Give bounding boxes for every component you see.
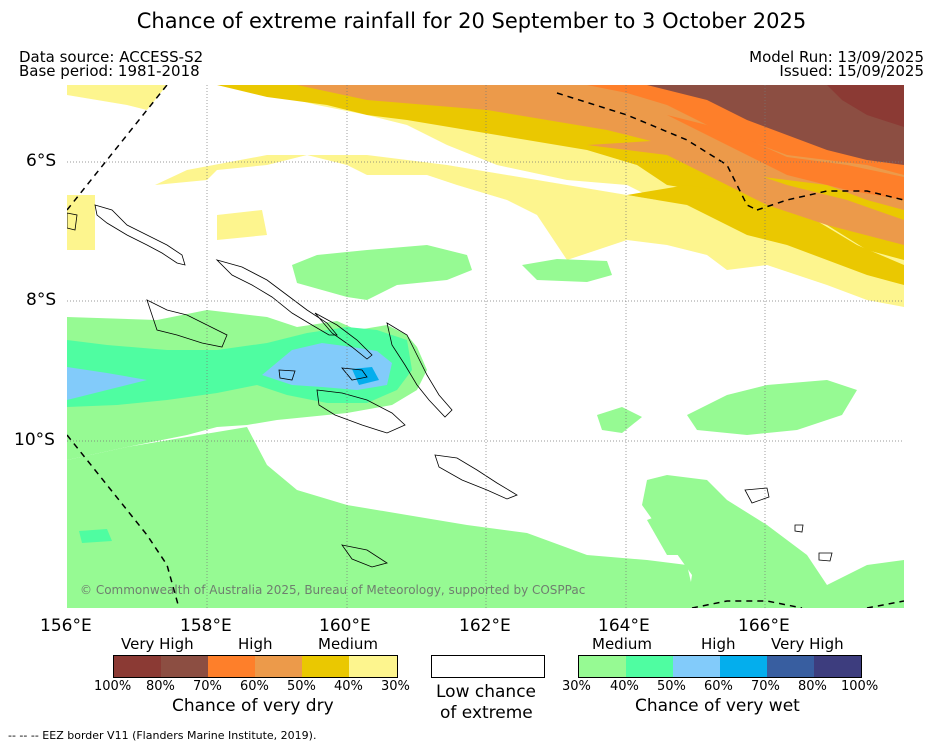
wet-cat-medium: Medium xyxy=(592,635,652,653)
wet-swatch-1 xyxy=(579,656,626,677)
dry-caption: Chance of very dry xyxy=(172,696,334,716)
lat-label-8s: 8°S xyxy=(26,290,57,310)
wet-high-50-region xyxy=(67,367,147,400)
wet-colorbar xyxy=(578,655,862,678)
dry-medium-30-patch-inner xyxy=(217,210,267,240)
dry-medium-30-patch xyxy=(155,155,767,270)
dry-medium-30-patch-left xyxy=(67,195,95,250)
wet-caption: Chance of very wet xyxy=(635,696,800,716)
wet-tick-30: 30% xyxy=(562,679,591,694)
island-rennell xyxy=(341,544,388,568)
lat-label-6s: 6°S xyxy=(26,151,57,171)
wet-tick-100: 100% xyxy=(841,679,879,694)
dry-swatch-2 xyxy=(161,656,208,677)
dry-tick-40: 40% xyxy=(334,679,363,694)
dry-tick-80: 80% xyxy=(146,679,175,694)
wet-medium-30-upper xyxy=(292,245,472,300)
wet-swatch-2 xyxy=(626,656,673,677)
wet-cat-high: High xyxy=(701,635,736,653)
model-run: Model Run: 13/09/2025 xyxy=(749,48,924,66)
island-makira xyxy=(434,454,518,500)
eez-border-note: -- -- -- EEZ border V11 (Flanders Marine… xyxy=(8,729,317,742)
wet-medium-30-lower xyxy=(67,427,697,608)
base-period: Base period: 1981-2018 xyxy=(19,62,200,80)
island-bougainville xyxy=(94,204,186,266)
wet-medium-30-patch-d xyxy=(647,505,737,555)
wet-tick-40: 40% xyxy=(610,679,639,694)
issued-date: Issued: 15/09/2025 xyxy=(779,62,924,80)
dry-high-60-band xyxy=(667,115,904,200)
lon-label-160e: 160°E xyxy=(319,616,371,636)
wet-high-60-region xyxy=(352,367,379,385)
data-source: Data source: ACCESS-S2 xyxy=(19,48,204,66)
wet-medium-40-patch xyxy=(79,529,112,543)
wet-medium-30-patch-a xyxy=(687,380,857,435)
island-choiseul xyxy=(215,259,338,336)
island-guadalcanal xyxy=(316,389,406,434)
graticule xyxy=(67,85,904,608)
low-chance-swatch xyxy=(431,655,545,678)
dry-swatch-6 xyxy=(349,656,397,677)
dry-tick-60: 60% xyxy=(240,679,269,694)
island-shortland xyxy=(67,212,78,231)
wet-swatch-5 xyxy=(767,656,814,677)
dry-tick-50: 50% xyxy=(287,679,316,694)
eez-borders xyxy=(67,85,904,608)
coastlines xyxy=(67,204,833,568)
wet-medium-30-patch-b xyxy=(597,407,642,433)
dry-cat-medium: Medium xyxy=(318,635,378,653)
lat-label-10s: 10°S xyxy=(14,430,55,450)
dry-colorbar xyxy=(113,655,398,678)
island-malaita xyxy=(386,322,453,418)
dry-high-50-band xyxy=(587,140,904,245)
wet-cat-very-high: Very High xyxy=(771,635,844,653)
low-caption-line1: Low chance xyxy=(436,682,536,702)
lon-label-162e: 162°E xyxy=(459,616,511,636)
lon-label-156e: 156°E xyxy=(40,616,92,636)
dry-swatch-3 xyxy=(208,656,255,677)
lon-label-164e: 164°E xyxy=(598,616,650,636)
island-santa-cruz xyxy=(744,487,770,504)
wet-swatch-3 xyxy=(673,656,720,677)
copyright-notice: © Commonwealth of Australia 2025, Bureau… xyxy=(80,583,586,597)
dry-very-high-70-region xyxy=(647,85,904,165)
low-caption-line2: of extreme xyxy=(440,703,533,723)
island-new-georgia xyxy=(146,299,228,348)
island-russell xyxy=(278,369,296,381)
wet-tick-70: 70% xyxy=(751,679,780,694)
wet-swatch-6 xyxy=(814,656,861,677)
dry-medium-40-band xyxy=(627,185,904,285)
island-utupua xyxy=(794,524,804,533)
wet-swatch-4 xyxy=(720,656,767,677)
dry-tick-100: 100% xyxy=(94,679,132,694)
lon-label-158e: 158°E xyxy=(180,616,232,636)
dry-cat-high: High xyxy=(238,635,273,653)
island-vanikoro xyxy=(818,552,833,562)
wet-tick-50: 50% xyxy=(657,679,686,694)
dry-tick-70: 70% xyxy=(193,679,222,694)
wet-tick-80: 80% xyxy=(798,679,827,694)
island-florida xyxy=(341,367,368,381)
map-title: Chance of extreme rainfall for 20 Septem… xyxy=(136,9,807,33)
wet-medium-30-patch-c xyxy=(522,259,612,282)
rainfall-map xyxy=(67,85,904,608)
dry-tick-30: 30% xyxy=(381,679,410,694)
dry-swatch-4 xyxy=(255,656,302,677)
dry-cat-very-high: Very High xyxy=(121,635,194,653)
island-santa-isabel xyxy=(314,312,373,360)
dry-very-high-80-region xyxy=(827,85,904,127)
lon-label-166e: 166°E xyxy=(738,616,790,636)
wet-tick-60: 60% xyxy=(704,679,733,694)
dry-swatch-1 xyxy=(114,656,161,677)
dry-swatch-5 xyxy=(302,656,349,677)
